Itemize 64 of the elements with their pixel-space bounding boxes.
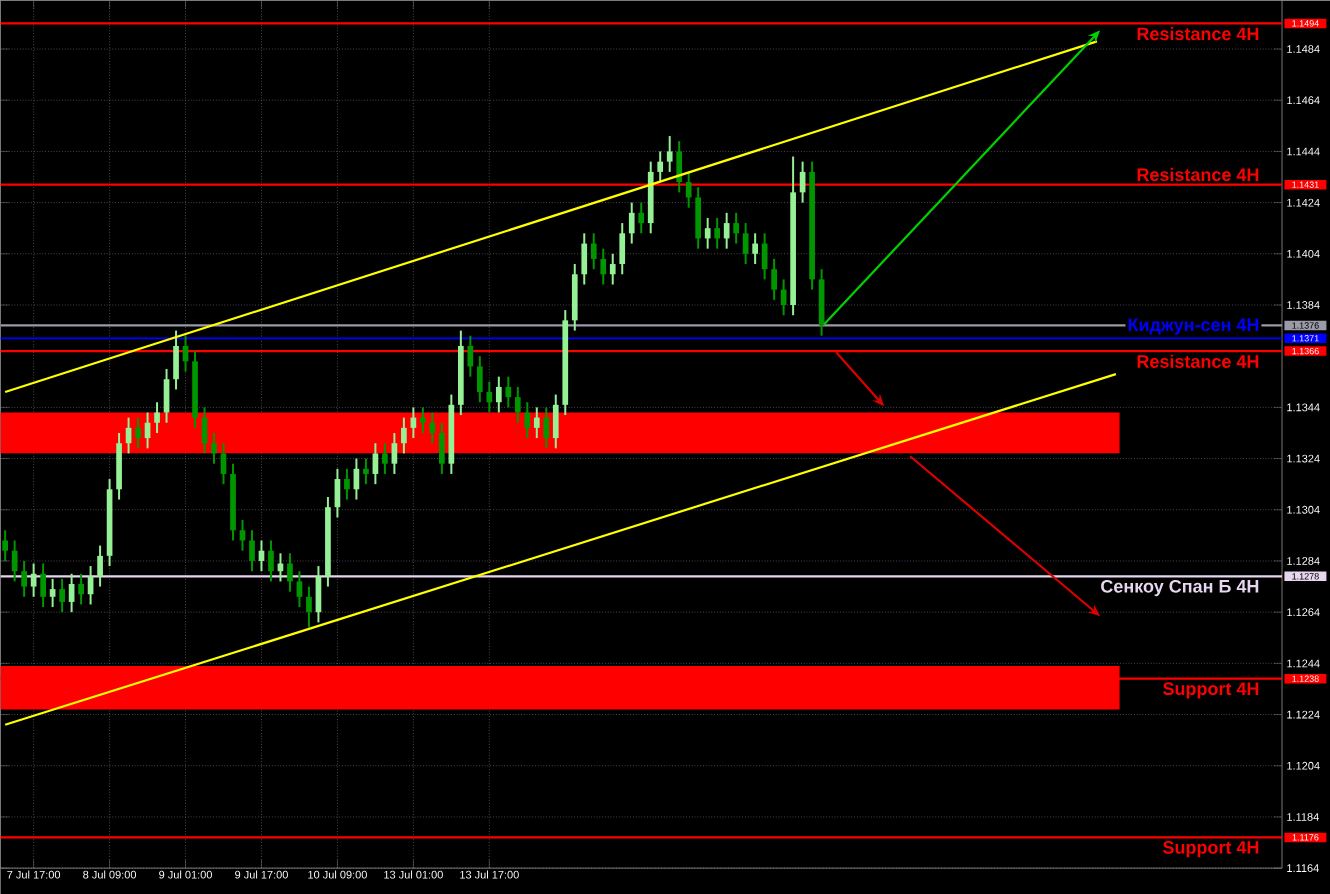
candlestick	[590, 232, 597, 271]
candlestick	[344, 467, 350, 501]
candlestick	[628, 201, 635, 245]
candlestick	[714, 216, 721, 250]
candlestick	[211, 431, 217, 465]
ref-line-label: Resistance 4H	[1137, 354, 1259, 368]
candlestick	[723, 211, 730, 250]
candlestick	[401, 416, 407, 455]
candlestick	[420, 406, 426, 434]
candlestick	[742, 222, 749, 265]
candlestick	[638, 201, 645, 235]
candlestick	[249, 529, 255, 573]
candlestick	[372, 442, 379, 486]
candlestick	[21, 559, 27, 598]
candlestick	[78, 572, 84, 606]
candlestick	[600, 247, 607, 286]
candlestick	[552, 393, 559, 450]
candlestick	[752, 232, 758, 265]
candlestick	[685, 170, 692, 209]
candlestick	[543, 406, 550, 450]
candlestick	[581, 232, 588, 286]
candlestick	[666, 134, 673, 173]
candlestick	[59, 577, 65, 614]
candlestick	[116, 431, 122, 501]
candlestick	[467, 334, 474, 378]
ref-line-label: Support 4H	[1163, 840, 1259, 858]
candlestick	[695, 186, 702, 250]
candlestick	[49, 577, 56, 608]
candlestick	[514, 385, 521, 424]
candlestick	[391, 431, 398, 475]
ref-line-label: Сенкоу Спан Б 4H	[1101, 579, 1259, 597]
candlestick	[676, 140, 683, 194]
candlestick	[505, 375, 512, 409]
ref-line-label: Resistance 4H	[1137, 167, 1259, 182]
candlestick	[495, 375, 502, 414]
candlestick	[533, 406, 540, 440]
candlestick	[382, 442, 388, 475]
candlestick	[220, 442, 227, 486]
candlestick	[40, 562, 46, 608]
candlestick	[486, 380, 493, 414]
candlestick	[439, 421, 445, 475]
candlestick	[476, 355, 483, 404]
candlestick	[135, 416, 141, 450]
candlestick	[363, 457, 369, 486]
ref-line-label: Киджун-сен 4H	[1128, 318, 1259, 335]
candlestick	[771, 257, 777, 301]
ref-line-label: Resistance 4H	[1137, 26, 1259, 41]
candlestick	[11, 539, 18, 583]
candlestick	[619, 222, 626, 276]
candlestick	[2, 529, 9, 562]
candlestick	[306, 585, 312, 629]
candlestick	[97, 544, 103, 588]
candlestick	[733, 211, 739, 245]
candlestick	[173, 329, 179, 391]
candlestick	[704, 216, 711, 250]
candlestick	[296, 570, 303, 608]
candlestick	[287, 552, 293, 593]
candlestick	[609, 252, 616, 286]
candlestick	[268, 539, 274, 583]
ref-line-label: Support 4H	[1163, 682, 1259, 699]
candlestick	[571, 262, 578, 332]
candlestick	[154, 401, 160, 434]
candlestick	[524, 401, 531, 440]
candlestick	[657, 150, 664, 184]
